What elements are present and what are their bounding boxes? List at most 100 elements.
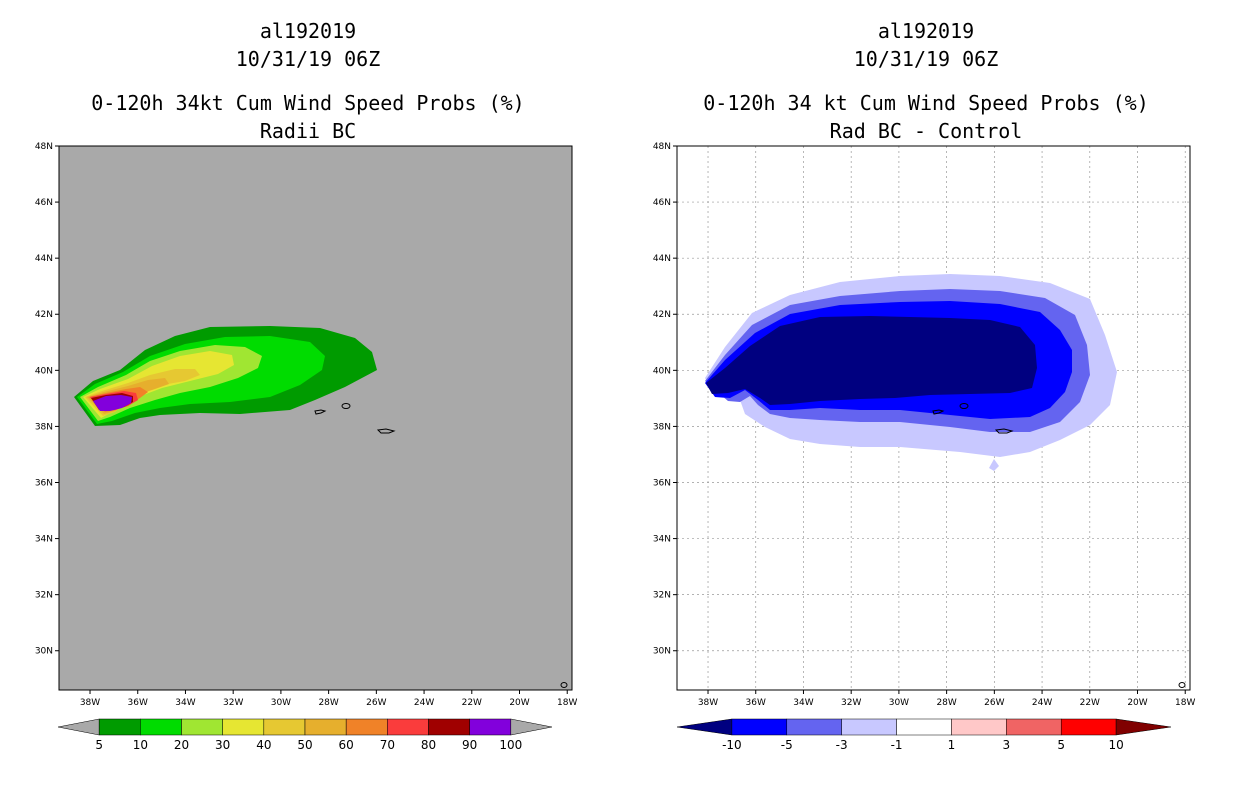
lon-tick-label: 26W — [366, 698, 386, 708]
island-pico-faial — [314, 409, 327, 415]
lat-tick-label: 42N — [35, 310, 53, 320]
lat-tick-label: 32N — [653, 591, 671, 601]
right-difference-contours — [705, 274, 1117, 471]
lat-tick-label: 34N — [35, 535, 53, 545]
lat-tick-label: 48N — [653, 142, 671, 152]
island-madeira-edge — [560, 682, 568, 688]
colorbar-label: 30 — [215, 738, 230, 752]
colorbar-label: 5 — [1057, 738, 1065, 752]
lon-tick-label: 24W — [1032, 698, 1052, 708]
lon-tick-label: 32W — [841, 698, 861, 708]
colorbar-swatch — [263, 718, 306, 736]
left-subtitle: Radii BC — [260, 119, 356, 143]
colorbar-swatch — [896, 718, 952, 736]
colorbar-swatch — [98, 718, 141, 736]
island-madeira-edge — [1178, 682, 1186, 688]
lon-tick-label: 22W — [462, 698, 482, 708]
colorbar-label: 80 — [421, 738, 436, 752]
lat-tick-label: 30N — [653, 647, 671, 657]
right-map-frame — [676, 145, 1191, 691]
colorbar-label: -3 — [836, 738, 848, 752]
colorbar-swatch — [222, 718, 265, 736]
lat-tick-label: 36N — [653, 478, 671, 488]
right-lat-ticks: 48N 46N 44N 42N 40N 38N 36N 34N 32N 30N — [653, 142, 677, 657]
colorbar-label: 20 — [174, 738, 189, 752]
lat-tick-label: 42N — [653, 310, 671, 320]
colorbar-swatch — [345, 718, 388, 736]
left-map-background — [59, 146, 572, 690]
lon-tick-label: 30W — [889, 698, 909, 708]
colorbar-label: 60 — [339, 738, 354, 752]
colorbar-label: 10 — [1108, 738, 1123, 752]
right-coastlines — [932, 403, 1186, 688]
lon-tick-label: 34W — [175, 698, 195, 708]
lon-tick-label: 28W — [936, 698, 956, 708]
right-lon-ticks: 38W 36W 34W 32W 30W 28W 26W 24W 22W 20W 18W — [698, 690, 1196, 708]
lat-tick-label: 38N — [653, 422, 671, 432]
lon-tick-label: 20W — [509, 698, 529, 708]
colorbar-swatch — [1060, 718, 1117, 736]
lat-tick-label: 48N — [35, 142, 53, 152]
island-terceira — [959, 403, 969, 409]
left-datetime: 10/31/19 06Z — [236, 47, 381, 71]
island-sao-miguel — [376, 428, 396, 434]
lon-tick-label: 28W — [318, 698, 338, 708]
contour-90 — [93, 395, 132, 411]
right-colorbar: -10 -5 -3 -1 1 3 5 10 — [676, 718, 1172, 752]
colorbar-swatch — [1006, 718, 1062, 736]
lon-tick-label: 32W — [223, 698, 243, 708]
lat-tick-label: 46N — [35, 198, 53, 208]
lat-tick-label: 46N — [653, 198, 671, 208]
colorbar-swatch — [676, 718, 733, 736]
colorbar-swatch — [510, 718, 553, 736]
lon-tick-label: 34W — [793, 698, 813, 708]
island-sao-miguel — [994, 428, 1014, 434]
lon-tick-label: 36W — [746, 698, 766, 708]
lon-tick-label: 38W — [80, 698, 100, 708]
colorbar-label: -1 — [891, 738, 903, 752]
lon-tick-label: 18W — [557, 698, 577, 708]
right-storm-id: al192019 — [878, 19, 974, 43]
right-subtitle: Rad BC - Control — [830, 119, 1023, 143]
colorbar-label: 50 — [297, 738, 312, 752]
colorbar-swatch — [841, 718, 897, 736]
lat-tick-label: 40N — [35, 366, 53, 376]
lon-tick-label: 24W — [414, 698, 434, 708]
lat-tick-label: 30N — [35, 647, 53, 657]
colorbar-label: -5 — [781, 738, 793, 752]
right-datetime: 10/31/19 06Z — [854, 47, 999, 71]
lat-tick-label: 44N — [35, 254, 53, 264]
lon-tick-label: 36W — [128, 698, 148, 708]
right-map: 48N 46N 44N 42N 40N 38N 36N 34N 32N 30N 38W 36W 34W… — [653, 142, 1196, 708]
colorbar-swatch — [387, 718, 429, 736]
lat-tick-label: 40N — [653, 366, 671, 376]
colorbar-label: 10 — [133, 738, 148, 752]
left-lat-ticks: 48N 46N 44N 42N 40N 38N 36N 34N 32N 30N — [35, 142, 59, 657]
blob-minus-1-small — [989, 459, 999, 471]
left-coastlines — [314, 403, 568, 688]
colorbar-swatch — [57, 718, 100, 736]
left-map: 48N 46N 44N 42N 40N 38N 36N 34N 32N 30N 38W 36W 34W… — [35, 142, 578, 708]
colorbar-swatch — [469, 718, 512, 736]
colorbar-label: 3 — [1003, 738, 1011, 752]
lon-tick-label: 20W — [1127, 698, 1147, 708]
island-terceira — [341, 403, 351, 409]
colorbar-label: 40 — [256, 738, 271, 752]
left-colorbar: 5 10 20 30 40 50 60 70 80 90 100 — [57, 718, 553, 752]
colorbar-swatch — [731, 718, 788, 736]
colorbar-label: 100 — [499, 738, 522, 752]
lat-tick-label: 38N — [35, 422, 53, 432]
lon-tick-label: 18W — [1175, 698, 1195, 708]
right-title: 0-120h 34 kt Cum Wind Speed Probs (%) — [703, 91, 1149, 115]
left-probability-contours — [74, 326, 377, 426]
island-pico-faial — [932, 409, 945, 415]
colorbar-label: 5 — [95, 738, 103, 752]
colorbar-label: 1 — [948, 738, 956, 752]
lat-tick-label: 36N — [35, 478, 53, 488]
colorbar-label: 70 — [380, 738, 395, 752]
left-storm-id: al192019 — [260, 19, 356, 43]
left-title: 0-120h 34kt Cum Wind Speed Probs (%) — [91, 91, 524, 115]
lat-tick-label: 34N — [653, 535, 671, 545]
colorbar-swatch — [1115, 718, 1172, 736]
